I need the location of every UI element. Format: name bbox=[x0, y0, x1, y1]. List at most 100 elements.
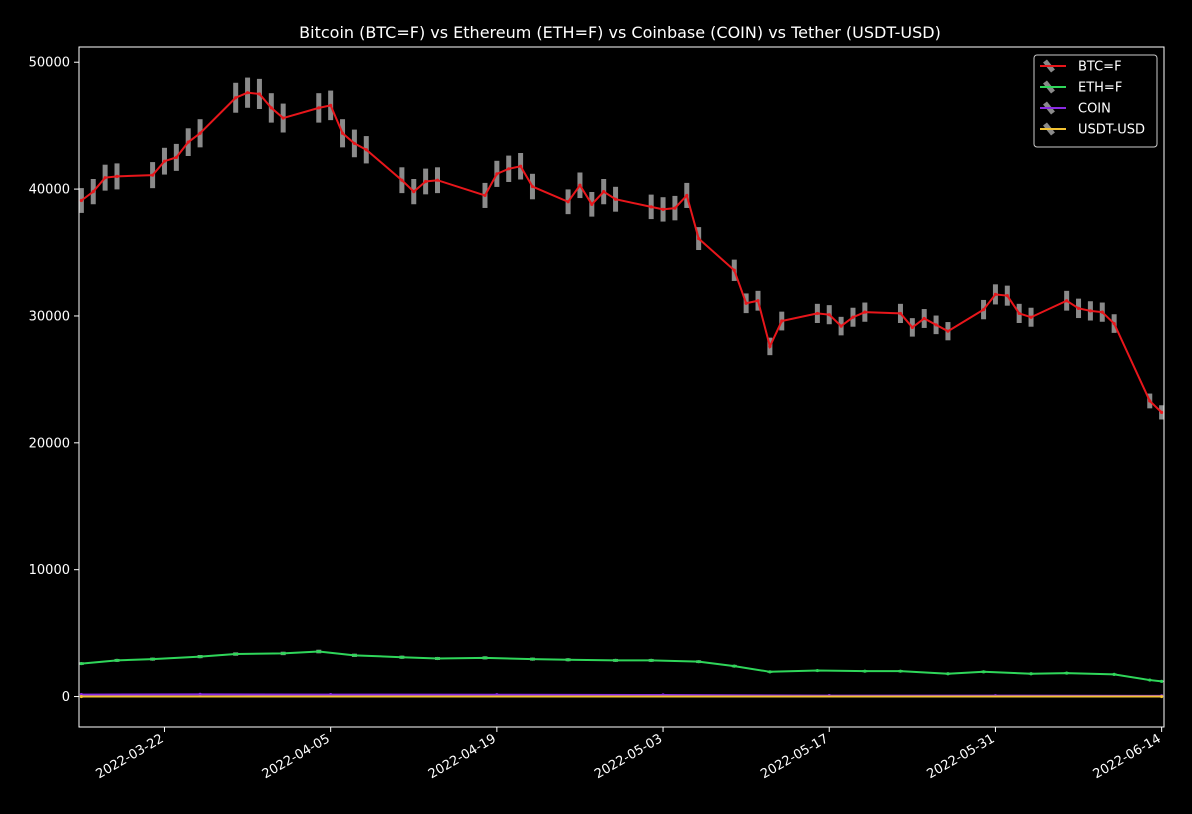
series-eth-f bbox=[78, 649, 1165, 683]
data-point bbox=[578, 183, 582, 187]
data-point bbox=[613, 658, 618, 662]
data-point bbox=[1065, 671, 1069, 675]
legend-label: COIN bbox=[1078, 102, 1111, 117]
data-point bbox=[1029, 315, 1033, 319]
chart-title: Bitcoin (BTC=F) vs Ethereum (ETH=F) vs C… bbox=[299, 23, 941, 42]
y-tick-label: 50000 bbox=[29, 56, 70, 71]
y-tick-label: 0 bbox=[62, 690, 70, 705]
data-point bbox=[317, 106, 321, 110]
data-point bbox=[851, 315, 855, 319]
data-point bbox=[329, 692, 333, 697]
data-point bbox=[566, 658, 570, 662]
data-point bbox=[1076, 306, 1081, 310]
data-point bbox=[1065, 299, 1069, 303]
data-point bbox=[756, 299, 760, 303]
data-point bbox=[483, 193, 487, 198]
legend-label: ETH=F bbox=[1078, 81, 1122, 96]
data-point bbox=[1160, 679, 1164, 683]
data-point bbox=[661, 207, 665, 211]
data-point bbox=[839, 324, 843, 328]
y-tick-label: 20000 bbox=[29, 436, 70, 451]
data-point bbox=[1112, 321, 1116, 326]
data-point bbox=[340, 131, 345, 135]
data-point bbox=[732, 664, 736, 668]
data-point bbox=[79, 661, 83, 666]
data-point bbox=[269, 106, 273, 110]
data-point bbox=[115, 658, 119, 662]
legend: BTC=F ETH=F COIN USDT-USD bbox=[1033, 54, 1158, 148]
y-tick-label: 10000 bbox=[29, 563, 70, 578]
series-usdt-usd bbox=[79, 694, 1164, 699]
data-point bbox=[744, 301, 748, 305]
legend-label: BTC=F bbox=[1078, 60, 1122, 75]
data-point bbox=[198, 131, 202, 135]
data-point bbox=[198, 692, 202, 696]
data-point bbox=[317, 649, 321, 654]
y-tick-label: 30000 bbox=[29, 309, 70, 324]
data-point bbox=[768, 670, 772, 674]
data-point bbox=[863, 669, 867, 673]
data-point bbox=[1100, 310, 1104, 314]
data-point bbox=[91, 190, 95, 194]
data-point bbox=[495, 693, 499, 697]
data-point bbox=[1088, 309, 1093, 313]
data-point bbox=[602, 190, 606, 194]
data-point bbox=[1160, 694, 1164, 699]
legend-box bbox=[1033, 54, 1158, 148]
data-point bbox=[1017, 311, 1021, 316]
data-point bbox=[507, 167, 511, 171]
data-point bbox=[79, 694, 83, 699]
data-point bbox=[352, 141, 357, 146]
data-point bbox=[673, 206, 677, 210]
data-point bbox=[1005, 294, 1009, 298]
data-point bbox=[685, 193, 689, 198]
data-point bbox=[732, 268, 736, 272]
data-point bbox=[815, 668, 819, 673]
data-point bbox=[697, 660, 701, 664]
data-point bbox=[281, 651, 285, 656]
data-point bbox=[827, 313, 831, 317]
data-point bbox=[780, 319, 784, 323]
data-point bbox=[435, 178, 440, 182]
data-point bbox=[234, 652, 238, 656]
data-point bbox=[518, 164, 523, 168]
data-point bbox=[352, 653, 357, 657]
data-point bbox=[245, 91, 250, 95]
data-point bbox=[1029, 672, 1033, 676]
data-point bbox=[495, 172, 499, 176]
data-point bbox=[981, 670, 986, 674]
data-point bbox=[697, 236, 701, 241]
data-point bbox=[198, 654, 202, 659]
data-point bbox=[934, 323, 938, 327]
data-point bbox=[400, 655, 404, 659]
data-point bbox=[946, 672, 950, 676]
plot-frame bbox=[78, 46, 1165, 728]
data-point bbox=[590, 202, 594, 206]
y-tick-label: 40000 bbox=[29, 183, 70, 198]
data-point bbox=[1112, 672, 1116, 676]
series-line bbox=[81, 650, 1162, 683]
data-point bbox=[424, 179, 428, 184]
data-point bbox=[1148, 399, 1152, 403]
data-point bbox=[981, 308, 986, 312]
data-point bbox=[815, 311, 819, 316]
data-point bbox=[150, 173, 155, 177]
data-point bbox=[649, 205, 653, 209]
data-point bbox=[435, 656, 440, 661]
data-point bbox=[768, 344, 772, 349]
data-point bbox=[115, 174, 119, 179]
data-point bbox=[1148, 678, 1152, 682]
data-point bbox=[898, 669, 903, 673]
data-point bbox=[281, 116, 285, 120]
data-point bbox=[412, 190, 416, 194]
data-point bbox=[613, 197, 618, 201]
data-point bbox=[649, 658, 653, 662]
data-point bbox=[1160, 410, 1164, 414]
data-point bbox=[898, 311, 903, 316]
data-point bbox=[566, 200, 570, 204]
data-point bbox=[186, 140, 190, 144]
data-point bbox=[174, 155, 178, 159]
data-point bbox=[400, 178, 404, 182]
